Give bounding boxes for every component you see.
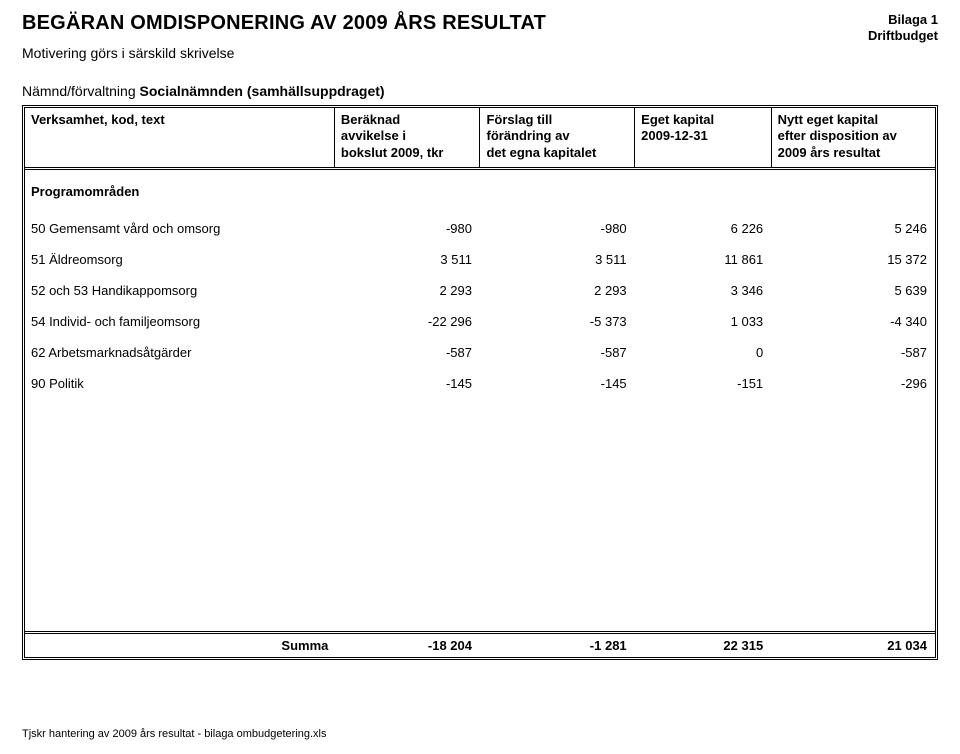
attachment-label: Bilaga 1 <box>868 12 938 28</box>
col-header-2: Förslag till förändring av det egna kapi… <box>480 108 635 168</box>
table-row: 52 och 53 Handikappomsorg2 2932 2933 346… <box>25 275 935 306</box>
row-value: 5 639 <box>771 275 935 306</box>
row-value: -296 <box>771 368 935 399</box>
page-title: BEGÄRAN OMDISPONERING AV 2009 ÅRS RESULT… <box>22 12 546 35</box>
summary-v2: 22 315 <box>635 632 772 657</box>
row-value: 5 246 <box>771 213 935 244</box>
row-value: -145 <box>480 368 635 399</box>
row-value: 2 293 <box>480 275 635 306</box>
row-value: 0 <box>635 337 772 368</box>
agency-name: Socialnämnden (samhällsuppdraget) <box>140 83 385 99</box>
col-header-1: Beräknad avvikelse i bokslut 2009, tkr <box>334 108 480 168</box>
col-header-0: Verksamhet, kod, text <box>25 108 334 168</box>
row-value: -145 <box>334 368 480 399</box>
table-header-row: Verksamhet, kod, text Beräknad avvikelse… <box>25 108 935 168</box>
summary-v0: -18 204 <box>334 632 480 657</box>
row-value: 15 372 <box>771 244 935 275</box>
agency-line: Nämnd/förvaltning Socialnämnden (samhäll… <box>22 83 938 99</box>
row-label: 62 Arbetsmarknadsåtgärder <box>25 337 334 368</box>
summary-label: Summa <box>25 632 334 657</box>
col-header-3: Eget kapital 2009-12-31 <box>635 108 772 168</box>
row-value: 3 511 <box>480 244 635 275</box>
main-table: Verksamhet, kod, text Beräknad avvikelse… <box>25 108 935 657</box>
agency-label: Nämnd/förvaltning <box>22 83 140 99</box>
row-value: -587 <box>480 337 635 368</box>
table-row: 51 Äldreomsorg3 5113 51111 86115 372 <box>25 244 935 275</box>
row-value: 11 861 <box>635 244 772 275</box>
summary-v1: -1 281 <box>480 632 635 657</box>
budget-label: Driftbudget <box>868 28 938 44</box>
row-value: 2 293 <box>334 275 480 306</box>
table-row: 54 Individ- och familjeomsorg-22 296-5 3… <box>25 306 935 337</box>
table-row: 62 Arbetsmarknadsåtgärder-587-5870-587 <box>25 337 935 368</box>
row-value: -5 373 <box>480 306 635 337</box>
row-label: 50 Gemensamt vård och omsorg <box>25 213 334 244</box>
row-label: 51 Äldreomsorg <box>25 244 334 275</box>
row-value: 1 033 <box>635 306 772 337</box>
spacer-row <box>25 399 935 633</box>
row-label: 52 och 53 Handikappomsorg <box>25 275 334 306</box>
section-label: Programområden <box>25 168 334 213</box>
col-header-4: Nytt eget kapital efter disposition av 2… <box>771 108 935 168</box>
row-value: -980 <box>480 213 635 244</box>
table-row: 90 Politik-145-145-151-296 <box>25 368 935 399</box>
row-value: -587 <box>771 337 935 368</box>
row-value: -980 <box>334 213 480 244</box>
motivation-note: Motivering görs i särskild skrivelse <box>22 45 546 61</box>
row-value: -151 <box>635 368 772 399</box>
footer-filename: Tjskr hantering av 2009 års resultat - b… <box>22 728 327 740</box>
row-value: -4 340 <box>771 306 935 337</box>
row-value: -587 <box>334 337 480 368</box>
row-label: 54 Individ- och familjeomsorg <box>25 306 334 337</box>
row-value: 6 226 <box>635 213 772 244</box>
row-value: -22 296 <box>334 306 480 337</box>
row-label: 90 Politik <box>25 368 334 399</box>
main-table-frame: Verksamhet, kod, text Beräknad avvikelse… <box>22 105 938 660</box>
table-row: 50 Gemensamt vård och omsorg-980-9806 22… <box>25 213 935 244</box>
section-row: Programområden <box>25 168 935 213</box>
row-value: 3 346 <box>635 275 772 306</box>
row-value: 3 511 <box>334 244 480 275</box>
summary-row: Summa -18 204 -1 281 22 315 21 034 <box>25 632 935 657</box>
summary-v3: 21 034 <box>771 632 935 657</box>
